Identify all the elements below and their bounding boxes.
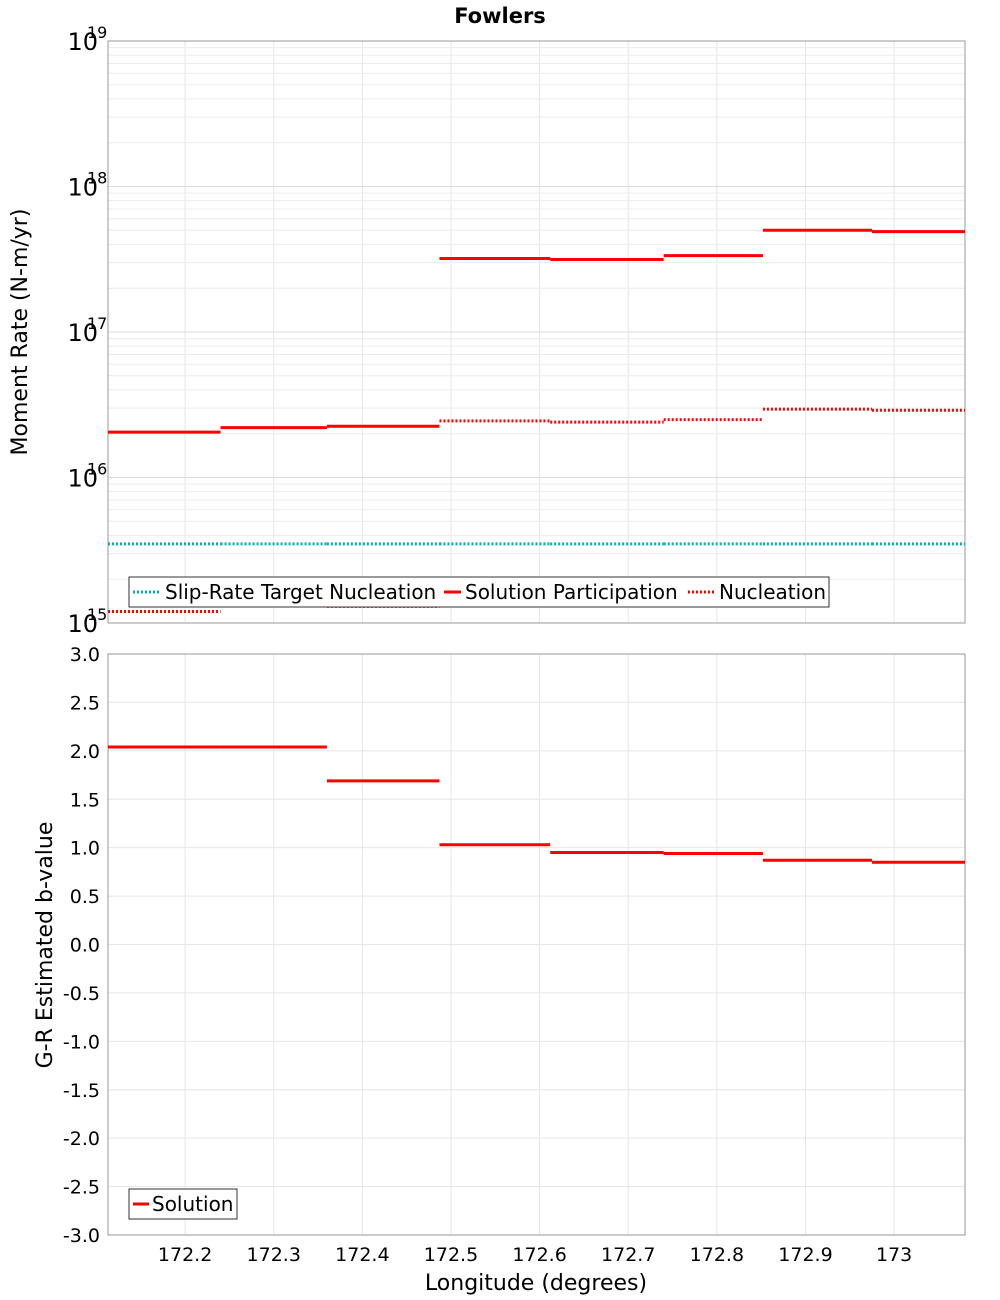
top-y-tick-exponent: 15 [87,605,107,624]
bottom-y-tick-label: 0.0 [70,935,100,957]
x-tick-label: 172.3 [247,1244,301,1266]
top-y-tick-exponent: 18 [87,169,107,188]
top-y-tick-label: 10 [67,28,98,56]
bottom-series [108,745,965,864]
bottom-y-ticks: 3.0 2.5 2.0 1.5 1.0 0.5 0.0 -0.5 -1.0 -1.5 -2.0 -2.… [63,644,100,1247]
bottom-y-tick-label: 1.0 [70,838,100,860]
bottom-y-tick-label: -3.0 [63,1225,100,1247]
x-tick-label: 172.4 [335,1244,389,1266]
x-tick-label: 172.2 [158,1244,212,1266]
top-y-tick-label: 10 [67,319,98,347]
legend-label-participation: Solution Participation [465,580,678,604]
bottom-y-tick-label: 2.5 [70,692,100,714]
top-y-tick-exponent: 17 [87,314,107,333]
top-y-tick-label: 10 [67,610,98,638]
bottom-y-tick-label: 3.0 [70,644,100,666]
top-y-tick-exponent: 16 [87,460,107,479]
bottom-y-tick-label: 1.5 [70,789,100,811]
chart-title: Fowlers [454,4,546,28]
top-y-tick-exponent: 19 [87,23,107,42]
bottom-y-tick-label: -0.5 [63,983,100,1005]
legend-label-nucleation: Nucleation [719,580,826,604]
bottom-plot-frame [107,653,966,1236]
top-legend: Slip-Rate Target Nucleation Solution Par… [128,576,830,608]
x-tick-label: 173 [876,1244,912,1266]
x-tick-label: 172.6 [512,1244,566,1266]
bottom-y-tick-label: -1.0 [63,1031,100,1053]
bottom-y-tick-label: 2.0 [70,741,100,763]
top-series [108,228,965,613]
x-tick-label: 172.5 [424,1244,478,1266]
bottom-y-tick-label: -2.5 [63,1177,100,1199]
x-ticks: 172.2 172.3 172.4 172.5 172.6 172.7 172.8 172.9… [158,1244,912,1266]
x-tick-label: 172.7 [601,1244,655,1266]
bottom-y-tick-label: 0.5 [70,886,100,908]
legend-label-solution: Solution [152,1192,233,1216]
x-tick-label: 172.8 [690,1244,744,1266]
bottom-grid [108,653,965,1236]
top-grid [108,41,965,624]
x-axis-label: Longitude (degrees) [425,1271,647,1296]
top-y-tick-label: 10 [67,174,98,202]
legend-label-slip-rate: Slip-Rate Target Nucleation [165,580,436,604]
bottom-legend: Solution [128,1188,238,1220]
bottom-y-tick-label: -2.0 [63,1128,100,1150]
bottom-y-axis-label: G-R Estimated b-value [33,822,58,1069]
top-y-tick-label: 10 [67,465,98,493]
x-tick-label: 172.9 [778,1244,832,1266]
top-plot-frame [107,40,966,624]
bottom-y-tick-label: -1.5 [63,1080,100,1102]
top-y-axis-label: Moment Rate (N-m/yr) [8,209,33,456]
